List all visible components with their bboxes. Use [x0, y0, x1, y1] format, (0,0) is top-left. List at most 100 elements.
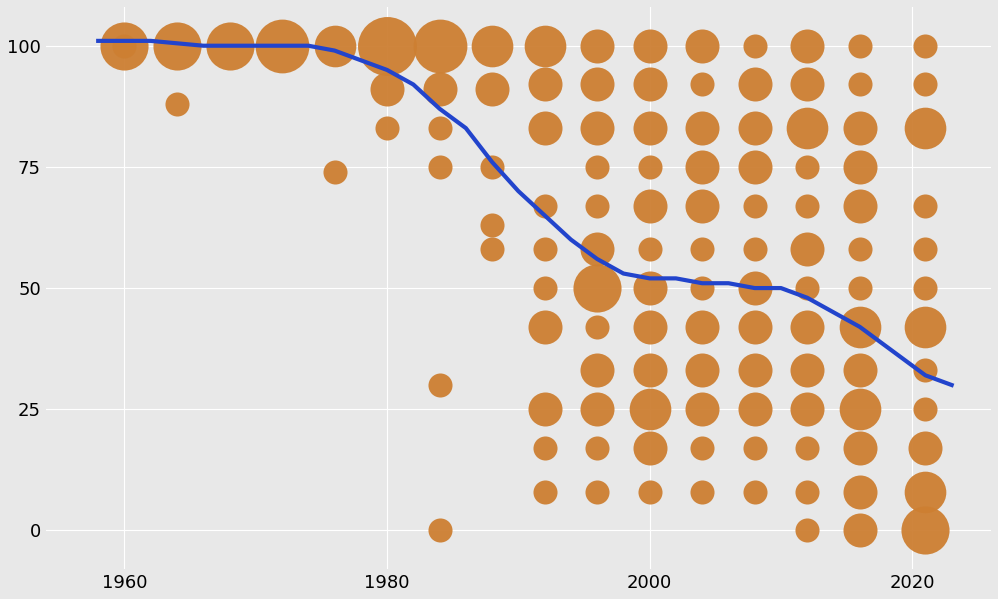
Point — [589, 283, 605, 293]
Point — [379, 123, 395, 133]
Point — [851, 123, 867, 133]
Point — [747, 80, 762, 89]
Point — [589, 443, 605, 453]
Point — [917, 322, 933, 332]
Point — [799, 80, 815, 89]
Point — [747, 201, 762, 210]
Point — [851, 322, 867, 332]
Point — [642, 162, 658, 172]
Point — [642, 123, 658, 133]
Point — [117, 41, 133, 50]
Point — [431, 123, 447, 133]
Point — [326, 41, 342, 50]
Point — [917, 526, 933, 536]
Point — [589, 404, 605, 414]
Point — [851, 162, 867, 172]
Point — [431, 162, 447, 172]
Point — [537, 404, 553, 414]
Point — [799, 443, 815, 453]
Point — [747, 443, 762, 453]
Point — [431, 380, 447, 390]
Point — [642, 322, 658, 332]
Point — [695, 322, 711, 332]
Point — [917, 80, 933, 89]
Point — [747, 487, 762, 497]
Point — [917, 365, 933, 375]
Point — [695, 80, 711, 89]
Point — [695, 404, 711, 414]
Point — [642, 283, 658, 293]
Point — [537, 80, 553, 89]
Point — [695, 201, 711, 210]
Point — [851, 443, 867, 453]
Point — [747, 283, 762, 293]
Point — [642, 443, 658, 453]
Point — [851, 404, 867, 414]
Point — [117, 41, 133, 50]
Point — [695, 487, 711, 497]
Point — [747, 322, 762, 332]
Point — [642, 404, 658, 414]
Point — [589, 201, 605, 210]
Point — [589, 487, 605, 497]
Point — [537, 487, 553, 497]
Point — [799, 526, 815, 536]
Point — [274, 41, 290, 50]
Point — [917, 404, 933, 414]
Point — [484, 41, 500, 50]
Point — [799, 244, 815, 254]
Point — [917, 201, 933, 210]
Point — [537, 244, 553, 254]
Point — [747, 162, 762, 172]
Point — [642, 365, 658, 375]
Point — [589, 80, 605, 89]
Point — [695, 162, 711, 172]
Point — [695, 443, 711, 453]
Point — [799, 201, 815, 210]
Point — [431, 526, 447, 536]
Point — [917, 283, 933, 293]
Point — [799, 41, 815, 50]
Point — [642, 487, 658, 497]
Point — [851, 244, 867, 254]
Point — [851, 201, 867, 210]
Point — [799, 283, 815, 293]
Point — [484, 220, 500, 230]
Point — [379, 41, 395, 50]
Point — [537, 41, 553, 50]
Point — [917, 41, 933, 50]
Point — [642, 201, 658, 210]
Point — [537, 123, 553, 133]
Point — [169, 41, 185, 50]
Point — [589, 123, 605, 133]
Point — [799, 404, 815, 414]
Point — [799, 365, 815, 375]
Point — [851, 80, 867, 89]
Point — [589, 244, 605, 254]
Point — [917, 244, 933, 254]
Point — [642, 80, 658, 89]
Point — [431, 84, 447, 94]
Point — [537, 201, 553, 210]
Point — [917, 123, 933, 133]
Point — [851, 487, 867, 497]
Point — [537, 283, 553, 293]
Point — [589, 322, 605, 332]
Point — [537, 443, 553, 453]
Point — [326, 167, 342, 177]
Point — [484, 162, 500, 172]
Point — [484, 244, 500, 254]
Point — [642, 41, 658, 50]
Point — [695, 283, 711, 293]
Point — [222, 41, 238, 50]
Point — [747, 404, 762, 414]
Point — [799, 162, 815, 172]
Point — [589, 41, 605, 50]
Point — [799, 322, 815, 332]
Point — [799, 487, 815, 497]
Point — [695, 41, 711, 50]
Point — [379, 84, 395, 94]
Point — [589, 365, 605, 375]
Point — [695, 123, 711, 133]
Point — [747, 123, 762, 133]
